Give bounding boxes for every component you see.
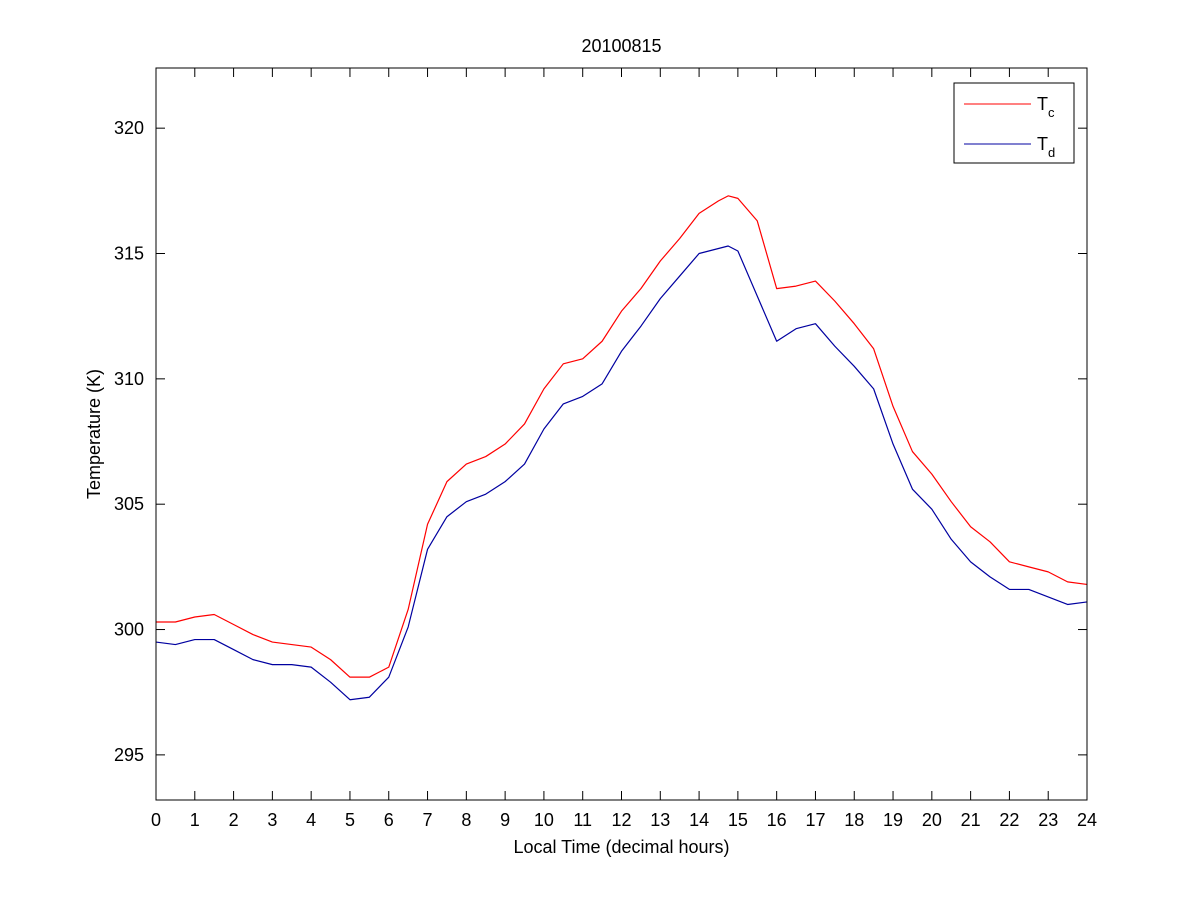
x-tick-label: 24 bbox=[1077, 810, 1097, 830]
x-tick-label: 9 bbox=[500, 810, 510, 830]
series-line-td bbox=[155, 245, 1088, 701]
x-tick-label: 8 bbox=[461, 810, 471, 830]
x-tick-label: 2 bbox=[229, 810, 239, 830]
x-tick-label: 16 bbox=[767, 810, 787, 830]
x-tick-label: 10 bbox=[534, 810, 554, 830]
x-tick-label: 3 bbox=[267, 810, 277, 830]
x-axis-label: Local Time (decimal hours) bbox=[513, 837, 729, 857]
x-tick-label: 0 bbox=[151, 810, 161, 830]
x-tick-label: 21 bbox=[961, 810, 981, 830]
x-tick-label: 4 bbox=[306, 810, 316, 830]
x-tick-label: 15 bbox=[728, 810, 748, 830]
x-tick-label: 13 bbox=[650, 810, 670, 830]
x-tick-label: 1 bbox=[190, 810, 200, 830]
x-tick-label: 23 bbox=[1038, 810, 1058, 830]
y-tick-label: 310 bbox=[114, 369, 144, 389]
legend-label-tc: Tc bbox=[1037, 94, 1055, 120]
x-tick-label: 17 bbox=[805, 810, 825, 830]
legend-label-td: Td bbox=[1037, 134, 1055, 160]
x-tick-label: 11 bbox=[573, 810, 592, 830]
x-tick-label: 12 bbox=[611, 810, 631, 830]
y-tick-label: 300 bbox=[114, 620, 144, 640]
x-tick-label: 20 bbox=[922, 810, 942, 830]
series-line-tc bbox=[156, 195, 1088, 678]
x-tick-label: 18 bbox=[844, 810, 864, 830]
y-axis-label: Temperature (K) bbox=[84, 369, 104, 499]
x-tick-label: 19 bbox=[883, 810, 903, 830]
x-tick-label: 7 bbox=[423, 810, 433, 830]
x-tick-label: 6 bbox=[384, 810, 394, 830]
y-tick-label: 305 bbox=[114, 494, 144, 514]
legend: Tc Td bbox=[953, 82, 1075, 164]
y-tick-label: 320 bbox=[114, 118, 144, 138]
y-tick-label: 295 bbox=[114, 745, 144, 765]
chart-title: 20100815 bbox=[581, 36, 661, 56]
plot-area bbox=[156, 68, 1087, 800]
x-tick-label: 5 bbox=[345, 810, 355, 830]
series-layer bbox=[155, 195, 1088, 701]
y-tick-label: 315 bbox=[114, 244, 144, 264]
plot-frame bbox=[155, 67, 1088, 801]
x-tick-label: 14 bbox=[689, 810, 709, 830]
x-tick-label: 22 bbox=[999, 810, 1019, 830]
tick-layer: 0 1 2 3 4 5 6 7 8 9 10 11 12 13 14 15 16 17 18 19 20 21 22 23 24… bbox=[114, 68, 1097, 830]
legend-box bbox=[953, 82, 1075, 164]
